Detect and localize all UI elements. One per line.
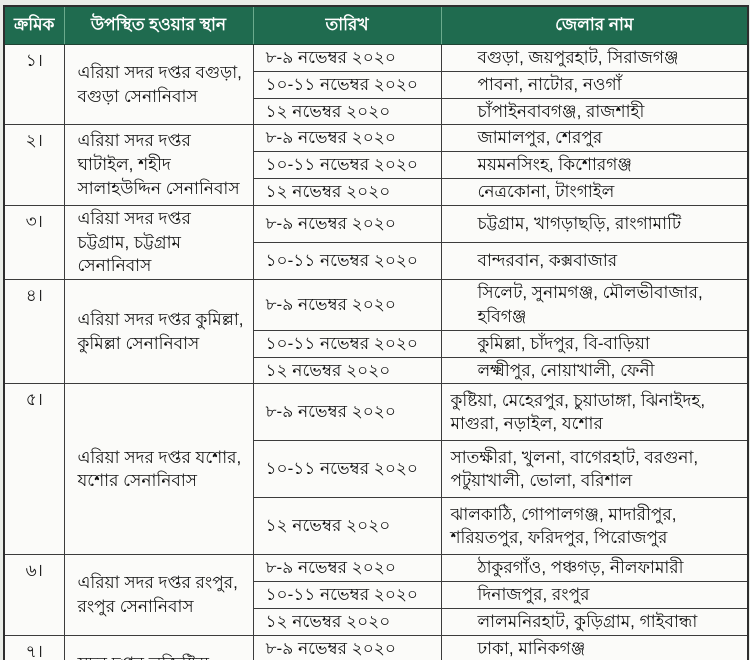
- date-cell: ১২ নভেম্বর ২০২০: [252, 97, 442, 126]
- schedule-sub-row: ১২ নভেম্বর ২০২০ লালমনিরহাট, কুড়িগ্রাম, গ…: [4, 607, 749, 636]
- date-cell: ৮-৯ নভেম্বর ২০২০: [252, 383, 442, 442]
- serial-cell: ৭।: [3, 634, 65, 660]
- place-cell: সদর দপ্তর লজিষ্টিক্স এরিয়া, ঢাকা সেনানি…: [63, 634, 254, 660]
- date-cell: ১০-১১ নভেম্বর ২০২০: [252, 581, 442, 609]
- districts-cell: চট্টগ্রাম, খাগড়াছড়ি, রাংগামাটি: [440, 204, 749, 243]
- schedule-sub-row: ৫। এরিয়া সদর দপ্তর যশোর, যশোর সেনানিবাস ৮…: [3, 383, 749, 556]
- place-cell: এরিয়া সদর দপ্তর রংপুর, রংপুর সেনানিবাস: [63, 554, 254, 636]
- schedule-sub-row: ৩। এরিয়া সদর দপ্তর চট্টগ্রাম, চট্টগ্রাম …: [3, 204, 749, 281]
- column-header-districts: জেলার নাম: [440, 5, 748, 45]
- table-body: ১। এরিয়া সদর দপ্তর বগুড়া, বগুড়া সেনানি…: [3, 43, 749, 660]
- schedule-sub-row: ১০-১১ নভেম্বর ২০২০ বান্দরবান, কক্সবাজার: [4, 241, 749, 281]
- date-cell: ১২ নভেম্বর ২০২০: [252, 607, 442, 636]
- date-cell: ৮-৯ নভেম্বর ২০২০: [252, 44, 442, 72]
- schedule-sub-row: ১০-১১ নভেম্বর ২০২০ সাতক্ষীরা, খুলনা, বাগে…: [4, 440, 749, 499]
- schedule-sub-row: ১২ নভেম্বর ২০২০ ঝালকাঠি, গোপালগঞ্জ, মাদার…: [4, 497, 749, 556]
- column-header-place: উপস্থিত হওয়ার স্থান: [63, 5, 253, 45]
- districts-cell: ঠাকুরগাঁও, পঞ্চগড়, নীলফামারী: [440, 554, 749, 583]
- districts-cell: লালমনিরহাট, কুড়িগ্রাম, গাইবান্ধা: [440, 607, 749, 636]
- date-cell: ৮-৯ নভেম্বর ২০২০: [252, 204, 442, 243]
- place-cell: এরিয়া সদর দপ্তর কুমিল্লা, কুমিল্লা সেনা…: [63, 279, 254, 385]
- date-cell: ১২ নভেম্বর ২০২০: [252, 177, 442, 206]
- serial-cell: ৪।: [3, 279, 65, 385]
- schedule-sub-row: ১০-১১ নভেম্বর ২০২০ ময়মনসিংহ, কিশোরগঞ্জ: [4, 151, 749, 179]
- date-cell: ১০-১১ নভেম্বর ২০২০: [252, 241, 442, 281]
- schedule-sub-row: ৭।সদর দপ্তর লজিষ্টিক্স এরিয়া, ঢাকা সেনা…: [3, 634, 749, 660]
- date-cell: ১০-১১ নভেম্বর ২০২০: [252, 70, 442, 99]
- districts-cell: চাঁপাইনবাবগঞ্জ, রাজশাহী: [440, 97, 749, 126]
- schedule-sub-row: ১। এরিয়া সদর দপ্তর বগুড়া, বগুড়া সেনানি…: [3, 43, 749, 126]
- schedule-sub-row: ৪। এরিয়া সদর দপ্তর কুমিল্লা, কুমিল্লা সে…: [3, 279, 749, 385]
- table-header: ক্রমিক উপস্থিত হওয়ার স্থান তারিখ জেলার নাম: [3, 5, 748, 45]
- schedule-sub-row: ১২ নভেম্বর ২০২০ নেত্রকোনা, টাংগাইল: [4, 177, 749, 206]
- districts-cell: সাতক্ষীরা, খুলনা, বাগেরহাট, বরগুনা, পটুয…: [440, 440, 749, 499]
- date-cell: ১০-১১ নভেম্বর ২০২০: [252, 440, 442, 499]
- schedule-sub-row: ৬। এরিয়া সদর দপ্তর রংপুর, রংপুর সেনানিবা…: [3, 554, 749, 636]
- serial-cell: ৬।: [3, 554, 65, 636]
- column-header-date: তারিখ: [252, 5, 441, 45]
- date-cell: ১২ নভেম্বর ২০২০: [252, 497, 442, 556]
- column-header-serial: ক্রমিক: [3, 5, 64, 45]
- schedule-sub-row: ১২ নভেম্বর ২০২০ লক্ষ্মীপুর, নোয়াখালী, ফে…: [4, 356, 749, 385]
- date-cell: ১২ নভেম্বর ২০২০: [252, 356, 442, 385]
- serial-cell: ৩।: [3, 204, 65, 281]
- schedule-sub-row: ১০-১১ নভেম্বর ২০২০ কুমিল্লা, চাঁদপুর, বি-…: [4, 329, 749, 358]
- serial-cell: ১।: [3, 43, 65, 126]
- districts-cell: পাবনা, নাটোর, নওগাঁ: [440, 70, 749, 99]
- districts-cell: বান্দরবান, কক্সবাজার: [440, 241, 749, 281]
- date-cell: ১০-১১ নভেম্বর ২০২০: [252, 329, 442, 358]
- districts-cell: দিনাজপুর, রংপুর: [440, 581, 749, 609]
- date-cell: ৮-৯ নভেম্বর ২০২০: [252, 279, 442, 331]
- header-row: ক্রমিক উপস্থিত হওয়ার স্থান তারিখ জেলার নাম: [3, 5, 748, 45]
- districts-cell: নেত্রকোনা, টাংগাইল: [440, 177, 749, 206]
- districts-cell: বগুড়া, জয়পুরহাট, সিরাজগঞ্জ: [440, 44, 749, 72]
- serial-cell: ২।: [3, 124, 65, 206]
- districts-cell: সিলেট, সুনামগঞ্জ, মৌলভীবাজার, হবিগঞ্জ: [440, 279, 749, 331]
- districts-cell: কুষ্টিয়া, মেহেরপুর, চুয়াডাঙ্গা, ঝিনাইদ…: [440, 383, 749, 442]
- schedule-sub-row: ১০-১১ নভেম্বর ২০২০ পাবনা, নাটোর, নওগাঁ: [4, 70, 749, 99]
- place-cell: এরিয়া সদর দপ্তর চট্টগ্রাম, চট্টগ্রাম সে…: [63, 204, 254, 281]
- districts-cell: জামালপুর, শেরপুর: [440, 124, 749, 153]
- schedule-sub-row: ২। এরিয়া সদর দপ্তর ঘাটাইল, শহীদ সালাহউদ্…: [3, 124, 749, 206]
- serial-cell: ৫।: [3, 383, 65, 556]
- districts-cell: ঝালকাঠি, গোপালগঞ্জ, মাদারীপুর, শরিয়তপুর…: [440, 497, 749, 556]
- date-cell: ৮-৯ নভেম্বর ২০২০: [252, 634, 442, 660]
- place-cell: এরিয়া সদর দপ্তর যশোর, যশোর সেনানিবাস: [63, 383, 254, 556]
- districts-cell: কুমিল্লা, চাঁদপুর, বি-বাড়িয়া: [440, 329, 749, 358]
- date-cell: ১০-১১ নভেম্বর ২০২০: [252, 151, 442, 179]
- date-cell: ৮-৯ নভেম্বর ২০২০: [252, 554, 442, 583]
- date-cell: ৮-৯ নভেম্বর ২০২০: [252, 124, 442, 153]
- schedule-sub-row: ১২ নভেম্বর ২০২০ চাঁপাইনবাবগঞ্জ, রাজশাহী: [4, 97, 749, 126]
- place-cell: এরিয়া সদর দপ্তর ঘাটাইল, শহীদ সালাহউদ্দি…: [63, 124, 254, 206]
- place-cell: এরিয়া সদর দপ্তর বগুড়া, বগুড়া সেনানিবা…: [63, 43, 254, 126]
- districts-cell: ময়মনসিংহ, কিশোরগঞ্জ: [440, 151, 749, 179]
- districts-cell: ঢাকা, মানিকগঞ্জ: [440, 634, 749, 660]
- schedule-table: ক্রমিক উপস্থিত হওয়ার স্থান তারিখ জেলার নাম…: [3, 5, 749, 660]
- districts-cell: লক্ষ্মীপুর, নোয়াখালী, ফেনী: [440, 356, 749, 385]
